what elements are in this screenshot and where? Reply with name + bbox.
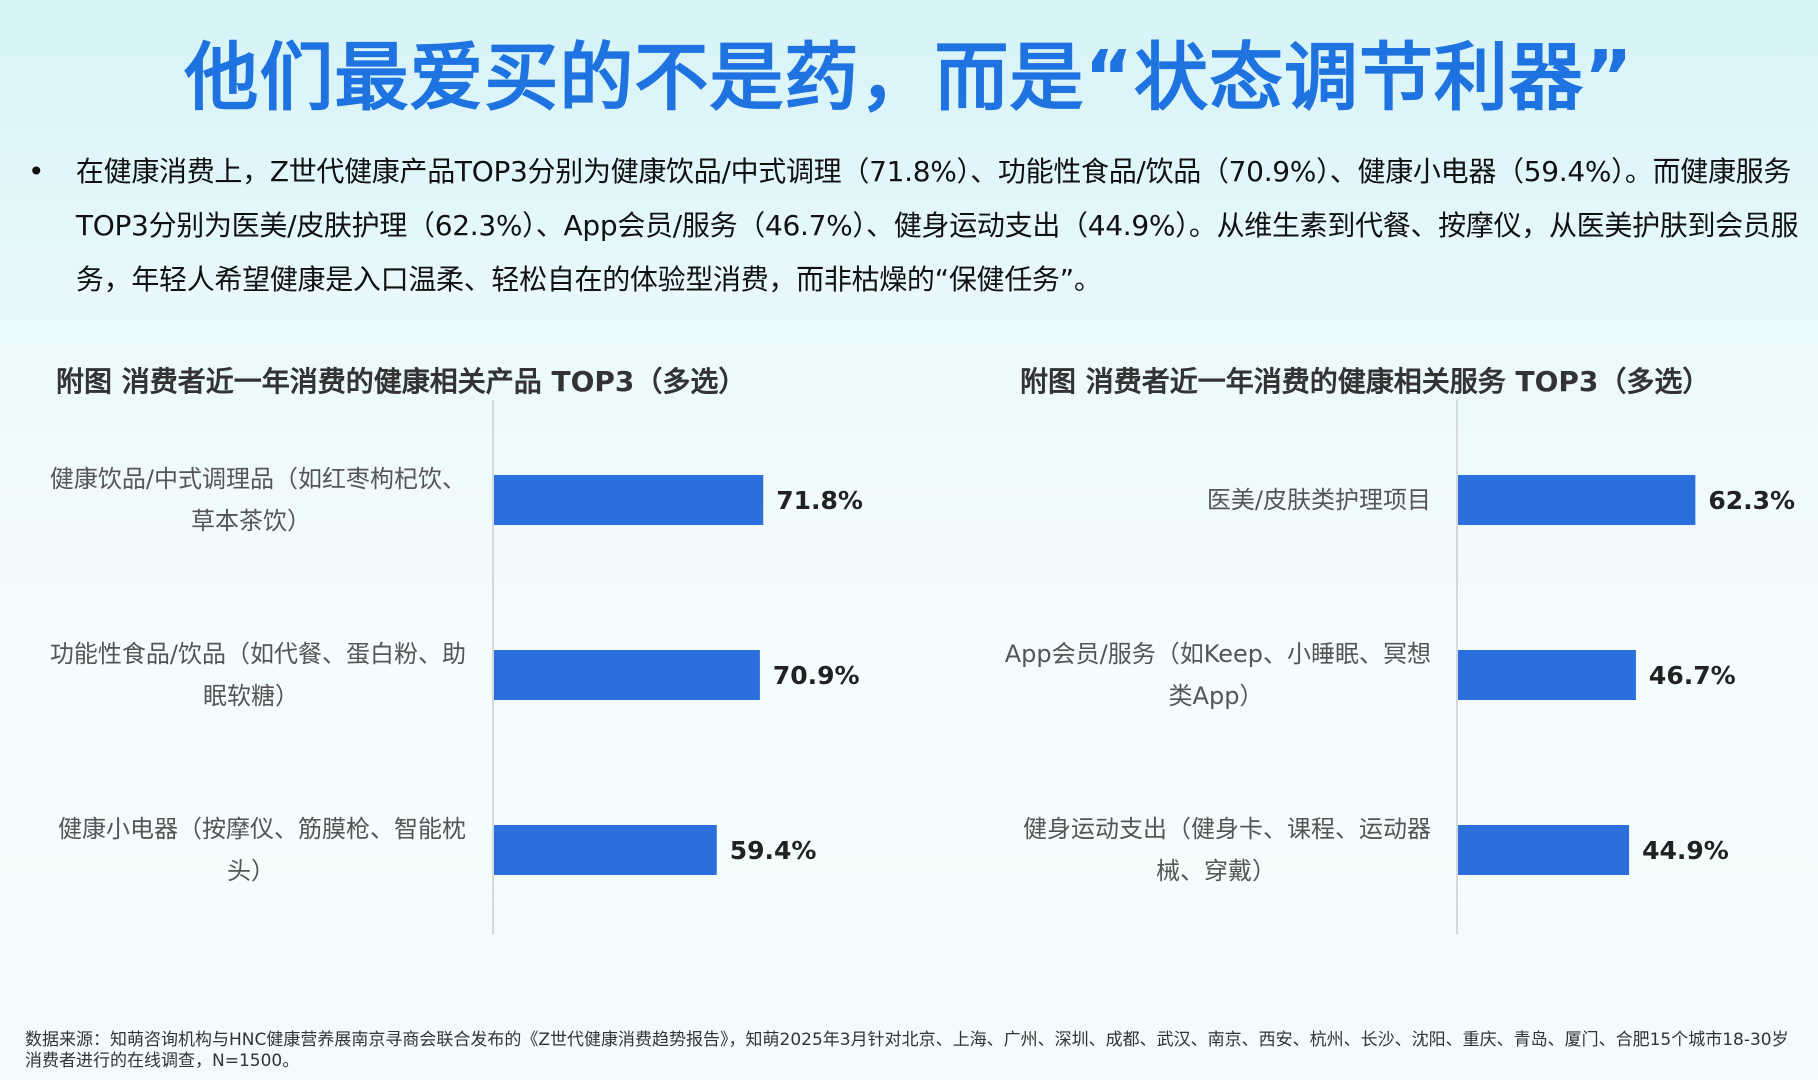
page-title: 他们最爱买的不是药，而是“状态调节利器” xyxy=(184,35,1634,121)
chart-title-products: 附图 消费者近一年消费的健康相关产品 TOP3（多选） xyxy=(56,365,747,398)
data-label-1: 71.8% xyxy=(776,486,863,515)
bar-1 xyxy=(494,475,764,525)
summary-paragraph: • 在健康消费上，Z世代健康产品TOP3分别为健康饮品/中式调理（71.8%）、… xyxy=(28,145,1808,307)
category-label-1: 健康饮品/中式调理品（如红枣枸杞饮、 xyxy=(50,465,466,493)
category-label-2: App会员/服务（如Keep、小睡眠、冥想 xyxy=(1005,640,1431,668)
bar-3 xyxy=(1458,825,1630,875)
chart-panel-products: 附图 消费者近一年消费的健康相关产品 TOP3（多选） 71.8% 健康饮品/中式… xyxy=(0,360,900,940)
chart-panel-services: 附图 消费者近一年消费的健康相关服务 TOP3（多选） 62.3% 医美/皮肤类护… xyxy=(965,360,1818,940)
category-label-1: 草本茶饮） xyxy=(191,507,311,535)
category-label-3: 头） xyxy=(227,857,275,885)
bar-1 xyxy=(1458,475,1696,525)
bullet-dot: • xyxy=(28,155,45,188)
category-label-3: 健身运动支出（健身卡、课程、运动器 xyxy=(1023,815,1431,843)
bar-3 xyxy=(494,825,717,875)
data-label-1: 62.3% xyxy=(1708,486,1795,515)
bar-chart-services: 62.3% 医美/皮肤类护理项目 46.7% App会员/服务（如Keep、小睡眠、冥… xyxy=(1005,400,1795,934)
data-label-2: 70.9% xyxy=(773,661,860,690)
data-label-3: 44.9% xyxy=(1642,836,1729,865)
bar-2 xyxy=(494,650,760,700)
chart-title-services: 附图 消费者近一年消费的健康相关服务 TOP3（多选） xyxy=(1020,365,1711,398)
category-label-2: 功能性食品/饮品（如代餐、蛋白粉、助 xyxy=(50,640,466,668)
category-label-1: 医美/皮肤类护理项目 xyxy=(1207,486,1431,514)
bar-2 xyxy=(1458,650,1636,700)
bar-chart-products: 71.8% 健康饮品/中式调理品（如红枣枸杞饮、草本茶饮） 70.9% 功能性食品/饮… xyxy=(50,400,863,934)
category-label-3: 健康小电器（按摩仪、筋膜枪、智能枕 xyxy=(58,815,466,843)
data-label-3: 59.4% xyxy=(730,836,817,865)
source-footnote: 数据来源：知萌咨询机构与HNC健康营养展南京寻商会联合发布的《Z世代健康消费趋势… xyxy=(25,1030,1789,1071)
category-label-2: 类App） xyxy=(1169,682,1264,710)
data-label-2: 46.7% xyxy=(1649,661,1736,690)
category-label-3: 械、穿戴） xyxy=(1156,857,1276,885)
summary-text: 在健康消费上，Z世代健康产品TOP3分别为健康饮品/中式调理（71.8%）、功能… xyxy=(75,155,1799,296)
category-label-2: 眠软糖） xyxy=(203,682,299,710)
